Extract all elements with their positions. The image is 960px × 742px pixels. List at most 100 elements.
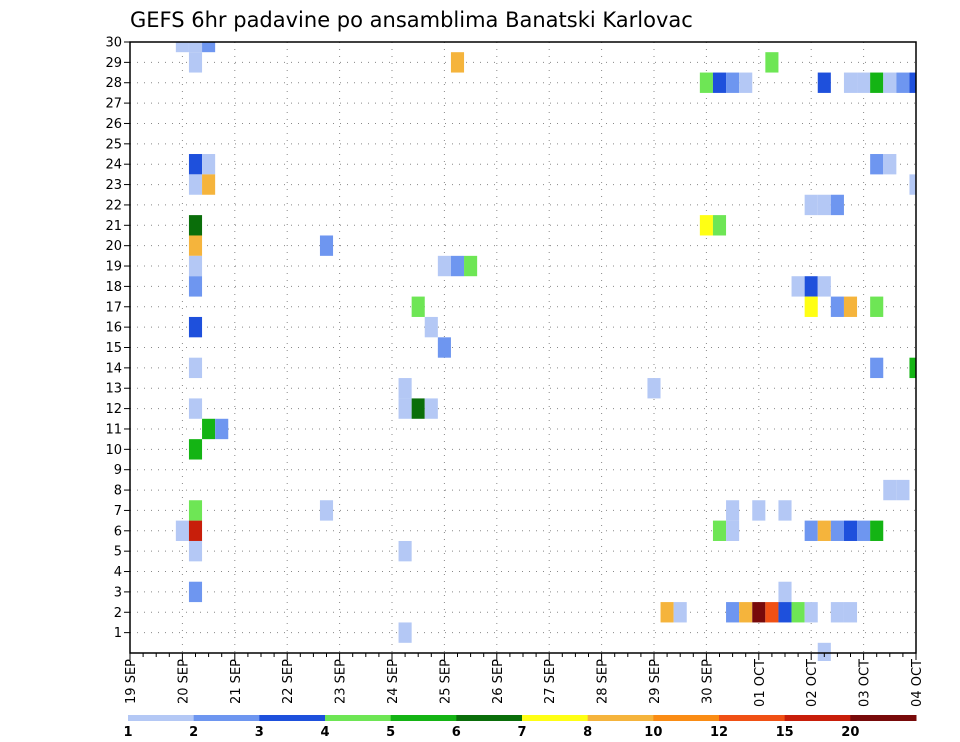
data-cell	[188, 215, 203, 236]
legend-label: 3	[255, 725, 264, 740]
data-cell	[817, 72, 831, 93]
x-tick-label: 29 SEP	[648, 659, 663, 704]
y-tick-label: 2	[114, 606, 122, 621]
data-cell	[202, 174, 216, 195]
data-cell	[424, 398, 438, 419]
data-cell	[699, 215, 713, 236]
x-tick-label: 24 SEP	[386, 659, 401, 704]
data-cell	[752, 602, 766, 623]
data-cell	[188, 174, 203, 195]
data-cell	[411, 296, 425, 317]
data-cell	[188, 52, 203, 73]
legend-label: 5	[386, 725, 395, 740]
data-cell	[437, 255, 451, 277]
y-tick-label: 25	[105, 137, 122, 152]
y-tick-label: 3	[114, 585, 122, 600]
y-tick-label: 21	[105, 219, 122, 234]
data-cell	[450, 255, 465, 277]
data-cell	[804, 276, 818, 297]
data-cell	[188, 439, 203, 460]
data-cell	[778, 581, 792, 603]
data-cell	[188, 520, 203, 541]
data-cell	[726, 602, 740, 623]
data-cell	[870, 296, 884, 317]
legend-swatch	[587, 715, 654, 721]
legend-swatch	[522, 715, 589, 721]
data-cell	[765, 52, 779, 73]
data-cell	[817, 276, 831, 297]
y-tick-label: 7	[114, 504, 122, 519]
data-cell	[188, 540, 203, 562]
legend-label: 8	[583, 725, 592, 740]
data-cell	[830, 194, 844, 216]
data-cell	[712, 72, 727, 93]
x-tick-label: 20 SEP	[176, 659, 191, 704]
x-tick-label: 28 SEP	[596, 659, 611, 704]
y-tick-label: 10	[105, 443, 122, 458]
data-cell	[791, 276, 805, 297]
data-cell	[411, 398, 425, 419]
data-cell	[726, 72, 740, 93]
x-tick-label: 01 OCT	[753, 659, 768, 707]
legend: 1 2 3 4 5 6 7 8 10 12 15 20	[123, 715, 917, 740]
data-cell	[726, 500, 740, 521]
y-tick-label: 16	[105, 321, 122, 336]
data-cell	[739, 72, 753, 93]
x-tick-label: 22 SEP	[281, 659, 296, 704]
data-cell	[188, 357, 203, 379]
data-cell	[319, 500, 334, 521]
x-tick-label: 26 SEP	[491, 659, 506, 704]
legend-label: 7	[517, 725, 526, 740]
data-cell	[712, 215, 727, 236]
x-tick-label: 30 SEP	[700, 659, 715, 704]
y-tick-label: 20	[105, 239, 122, 254]
chart-title: GEFS 6hr padavine po ansamblima Banatski…	[130, 8, 693, 32]
y-tick-label: 30	[105, 36, 122, 51]
data-cell	[883, 479, 897, 501]
y-tick-label: 22	[105, 198, 122, 213]
data-cell	[673, 602, 687, 623]
y-tick-label: 11	[105, 422, 122, 437]
legend-swatch	[456, 715, 523, 721]
y-tick-label: 26	[105, 117, 122, 132]
y-tick-label: 29	[105, 56, 122, 71]
legend-swatch	[325, 715, 392, 721]
y-tick-label: 27	[105, 97, 122, 112]
data-cell	[883, 72, 897, 93]
legend-swatch	[193, 715, 260, 721]
data-cell	[843, 296, 858, 317]
data-cell	[712, 520, 727, 541]
data-cell	[699, 72, 713, 93]
legend-label: 1	[123, 725, 132, 740]
data-cell	[843, 520, 858, 541]
data-cell	[830, 602, 844, 623]
data-cell	[817, 194, 831, 216]
x-tick-label: 21 SEP	[229, 659, 244, 704]
data-cell	[883, 154, 897, 175]
y-tick-label: 14	[105, 361, 122, 376]
data-cell	[424, 316, 438, 338]
data-cell	[909, 72, 916, 93]
legend-swatch	[653, 715, 720, 721]
legend-label: 20	[841, 725, 859, 740]
data-cell	[896, 479, 910, 501]
data-cell	[804, 602, 818, 623]
data-cell	[215, 418, 229, 440]
legend-label: 2	[189, 725, 198, 740]
data-cell	[202, 154, 216, 175]
data-cell	[739, 602, 753, 623]
data-cell	[726, 520, 740, 541]
data-cell	[843, 602, 858, 623]
y-tick-label: 19	[105, 260, 122, 275]
data-cell	[870, 357, 884, 379]
data-cell	[909, 174, 916, 195]
data-cell	[175, 520, 189, 541]
data-cell	[778, 602, 792, 623]
legend-swatch	[719, 715, 786, 721]
data-cell	[188, 316, 203, 338]
x-tick-label: 04 OCT	[910, 659, 925, 707]
data-cell	[188, 581, 203, 603]
data-cell	[843, 72, 858, 93]
y-tick-label: 17	[105, 300, 122, 315]
